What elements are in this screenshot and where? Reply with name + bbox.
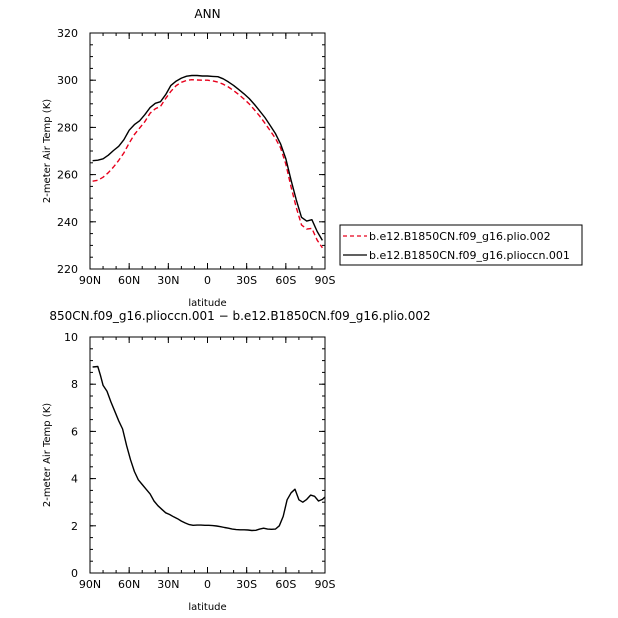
top-y-tick-label: 220 (57, 263, 78, 276)
legend-box (339, 224, 583, 266)
top-y-tick-label: 320 (57, 27, 78, 40)
top-x-tick-label: 30S (236, 274, 257, 287)
bottom-plot-frame (89, 336, 326, 574)
top-x-tick-label: 90N (79, 274, 101, 287)
bottom-x-tick-label: 90S (315, 578, 336, 591)
bottom-x-tick-label: 30S (236, 578, 257, 591)
top-y-tick-label: 240 (57, 216, 78, 229)
top-y-axis-label: 2-meter Air Temp (K) (42, 99, 53, 203)
bottom-y-axis-label: 2-meter Air Temp (K) (42, 403, 53, 507)
bottom-x-axis-label: latitude (188, 602, 226, 613)
bottom-y-tick-label: 2 (71, 520, 78, 533)
top-x-axis-label: latitude (188, 298, 226, 309)
top-series-line-1 (92, 74, 324, 241)
top-y-tick-label: 260 (57, 169, 78, 182)
bottom-x-tick-label: 60S (275, 578, 296, 591)
top-x-tick-label: 90S (315, 274, 336, 287)
top-x-tick-label: 60S (275, 274, 296, 287)
top-title: ANN (194, 7, 220, 21)
legend-label-plioccn001: b.e12.B1850CN.f09_g16.plioccn.001 (369, 249, 570, 262)
bottom-x-tick-label: 30N (157, 578, 179, 591)
bottom-y-tick-label: 4 (71, 473, 78, 486)
bottom-axis-ticks: 90N 60N 30N 0 30S 60S 90S 0 2 4 6 8 10 (64, 331, 336, 591)
top-x-tick-label: 30N (157, 274, 179, 287)
bottom-x-tick-label: 90N (79, 578, 101, 591)
top-panel: ANN 2-meter Air Temp (K) latitude 90N 60N… (42, 7, 336, 309)
bottom-y-tick-label: 0 (71, 567, 78, 580)
top-series-line-0 (92, 78, 323, 249)
bottom-y-tick-label: 6 (71, 425, 78, 438)
bottom-x-tick-label: 60N (118, 578, 140, 591)
bottom-series-line-0 (92, 365, 326, 532)
top-axis-ticks: 90N 60N 30N 0 30S 60S 90S 220 240 260 280 300 320 (57, 27, 336, 287)
top-series-group (92, 74, 324, 249)
legend: b.e12.B1850CN.f09_g16.plio.002 b.e12.B18… (339, 224, 583, 266)
legend-label-plio002: b.e12.B1850CN.f09_g16.plio.002 (369, 230, 551, 243)
top-y-tick-label: 280 (57, 121, 78, 134)
bottom-y-tick-label: 8 (71, 378, 78, 391)
bottom-y-tick-label: 10 (64, 331, 78, 344)
bottom-x-tick-label: 0 (204, 578, 211, 591)
top-plot-frame (89, 32, 326, 270)
bottom-panel: 850CN.f09_g16.plioccn.001 − b.e12.B1850C… (42, 309, 431, 613)
top-y-tick-label: 300 (57, 74, 78, 87)
top-x-tick-label: 60N (118, 274, 140, 287)
bottom-title: 850CN.f09_g16.plioccn.001 − b.e12.B1850C… (49, 309, 430, 323)
bottom-series-group (92, 365, 326, 532)
top-x-tick-label: 0 (204, 274, 211, 287)
